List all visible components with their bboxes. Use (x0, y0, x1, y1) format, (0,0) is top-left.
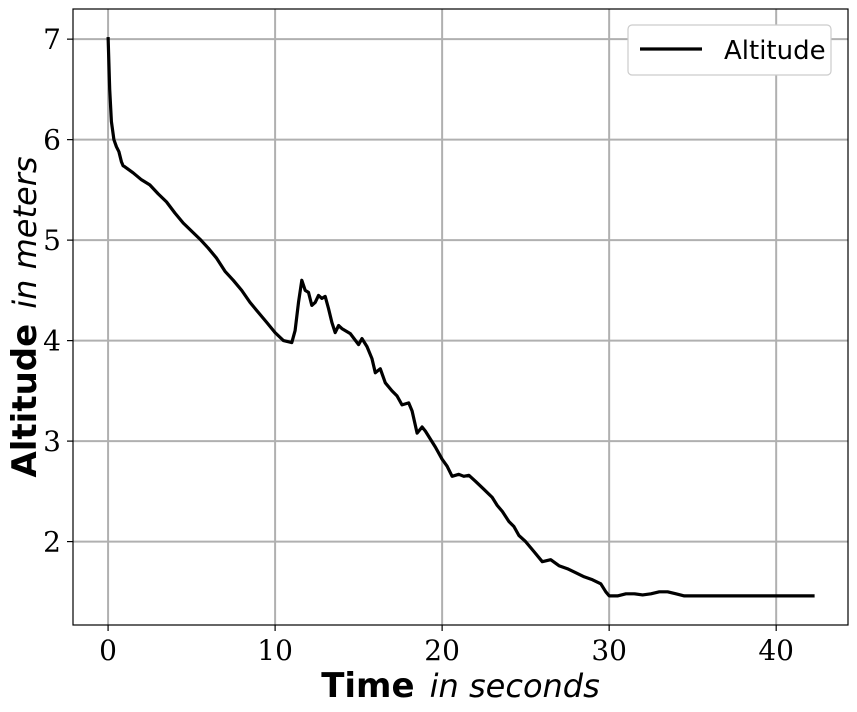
y-axis-label-bold: Altitude (5, 324, 45, 478)
x-tick-label: 10 (257, 634, 293, 667)
grid (73, 9, 848, 625)
x-tick-label: 0 (99, 634, 117, 667)
y-tick-label: 3 (43, 425, 61, 458)
legend-label-altitude: Altitude (724, 36, 826, 66)
y-axis-label-italic: in meters (6, 156, 44, 308)
y-axis-label: Altitude in meters (5, 156, 45, 477)
x-axis-label-bold: Time (321, 666, 414, 706)
series-layer (106, 37, 815, 598)
x-tick-label: 20 (424, 634, 460, 667)
y-tick-label: 6 (43, 124, 61, 157)
y-tick-label: 5 (43, 224, 61, 257)
legend: Altitude (627, 24, 832, 76)
plot-frame (72, 8, 849, 626)
x-tick-label: 30 (591, 634, 627, 667)
series-line-altitude (106, 37, 815, 598)
x-axis-label: Time in seconds (321, 666, 600, 706)
y-tick-label: 4 (43, 325, 61, 358)
x-axis-label-italic: in seconds (430, 667, 600, 705)
ticks: 0 10 20 30 40 2 3 4 5 6 7 (43, 23, 794, 667)
y-tick-label: 7 (43, 23, 61, 56)
x-tick-label: 40 (758, 634, 794, 667)
y-tick-label: 2 (43, 526, 61, 559)
legend-box (627, 24, 832, 76)
